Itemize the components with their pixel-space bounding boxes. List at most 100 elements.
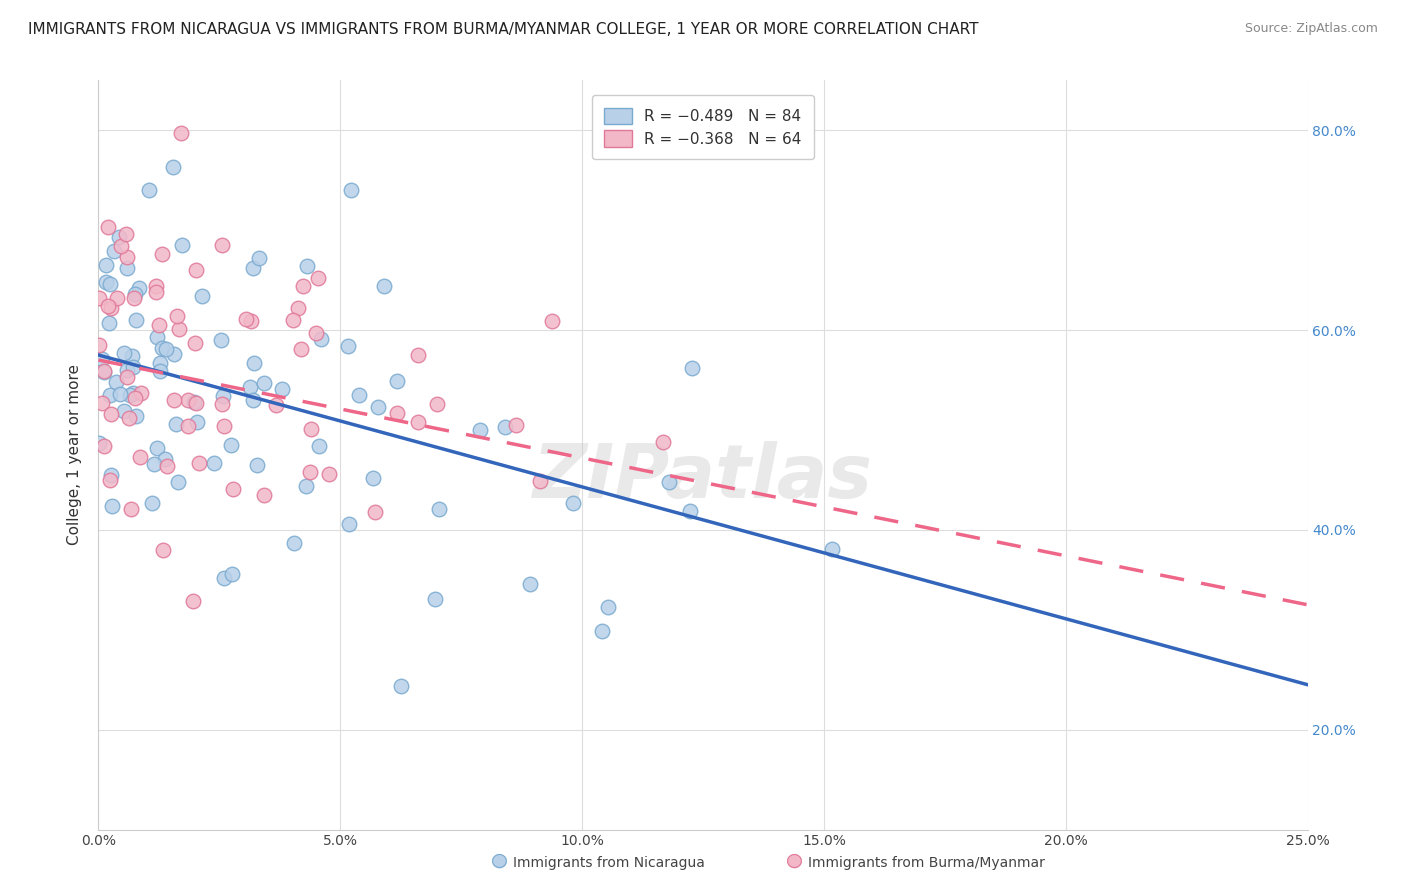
Point (426, 396, 449, 410)
Point (156, 459, 179, 474)
Point (93, 365, 115, 379)
Point (209, 333, 232, 347)
Point (247, 252, 270, 266)
Text: Immigrants from Nicaragua: Immigrants from Nicaragua (513, 855, 704, 870)
Y-axis label: College, 1 year or more: College, 1 year or more (67, 365, 83, 545)
Point (423, 592, 446, 607)
Point (505, 417, 527, 432)
Point (318, 467, 340, 481)
Point (98, 277, 121, 291)
Point (298, 465, 321, 479)
Point (165, 417, 187, 431)
Point (145, 285, 167, 300)
Point (367, 400, 389, 414)
Point (385, 374, 408, 388)
Point (149, 356, 172, 370)
Point (146, 441, 169, 455)
Point (112, 345, 135, 359)
Point (406, 348, 429, 362)
Point (141, 496, 163, 510)
Point (129, 385, 152, 400)
Point (145, 330, 167, 344)
Point (104, 375, 127, 389)
Point (122, 359, 145, 374)
Point (253, 488, 276, 502)
Point (211, 397, 233, 411)
Point (529, 474, 551, 488)
Point (124, 391, 146, 405)
Point (122, 291, 145, 305)
Text: ZIPatlas: ZIPatlas (533, 441, 873, 514)
Point (115, 362, 138, 376)
Point (155, 342, 177, 356)
Point (110, 386, 132, 401)
Point (124, 286, 146, 301)
Point (112, 404, 135, 418)
Legend: R = −0.489   N = 84, R = −0.368   N = 64: R = −0.489 N = 84, R = −0.368 N = 64 (592, 95, 814, 160)
Text: Source: ZipAtlas.com: Source: ZipAtlas.com (1244, 22, 1378, 36)
Point (170, 237, 193, 252)
Point (385, 405, 408, 419)
Text: ●: ● (786, 851, 803, 870)
Point (361, 470, 384, 484)
Point (91, 352, 114, 367)
Text: IMMIGRANTS FROM NICARAGUA VS IMMIGRANTS FROM BURMA/MYANMAR COLLEGE, 1 YEAR OR MO: IMMIGRANTS FROM NICARAGUA VS IMMIGRANTS … (28, 22, 979, 37)
Point (243, 356, 266, 370)
Point (162, 161, 184, 175)
Point (89, 291, 111, 305)
Point (177, 392, 200, 407)
Point (211, 238, 233, 252)
Point (337, 517, 360, 532)
Point (219, 438, 242, 452)
Point (98, 388, 121, 402)
Point (287, 301, 309, 315)
Point (337, 339, 360, 353)
Point (118, 411, 141, 425)
Point (163, 393, 186, 408)
Point (190, 289, 212, 303)
Point (93, 439, 115, 453)
Point (821, 541, 844, 556)
Point (110, 239, 132, 253)
Point (214, 571, 236, 585)
Point (494, 420, 516, 434)
Point (562, 496, 585, 510)
Point (221, 566, 243, 581)
Point (181, 594, 204, 608)
Point (125, 313, 148, 327)
Point (596, 600, 619, 615)
Point (308, 439, 330, 453)
Point (115, 227, 138, 241)
Point (427, 502, 450, 516)
Point (177, 419, 200, 434)
Point (239, 380, 262, 394)
Point (166, 309, 188, 323)
Point (93, 364, 115, 378)
Text: ●: ● (491, 851, 508, 870)
Point (97, 317, 120, 331)
Point (211, 389, 233, 403)
Point (188, 456, 211, 470)
Point (115, 370, 138, 384)
Point (652, 435, 675, 450)
Text: Immigrants from Burma/Myanmar: Immigrants from Burma/Myanmar (808, 855, 1045, 870)
Point (153, 452, 176, 467)
Point (184, 396, 207, 410)
Point (117, 250, 139, 264)
Point (305, 326, 328, 340)
Point (183, 395, 205, 409)
Point (299, 422, 322, 436)
Point (91, 396, 114, 410)
Point (148, 318, 170, 332)
Point (89, 435, 111, 450)
Point (591, 624, 613, 639)
Point (115, 260, 138, 275)
Point (149, 364, 172, 378)
Point (145, 278, 167, 293)
Point (347, 388, 370, 402)
Point (121, 349, 143, 363)
Point (468, 423, 491, 437)
Point (283, 313, 305, 327)
Text: ○: ○ (786, 851, 803, 870)
Point (292, 278, 315, 293)
